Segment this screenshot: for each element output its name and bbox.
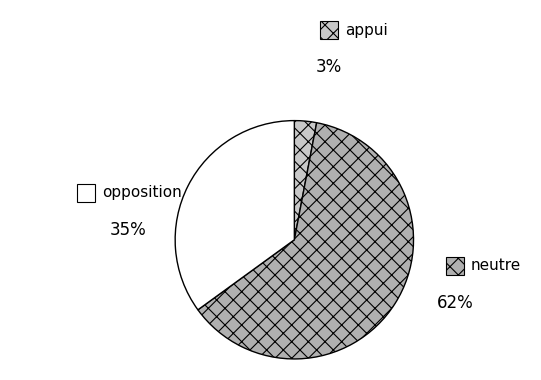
Text: 35%: 35%	[110, 221, 147, 239]
Text: appui: appui	[345, 23, 387, 38]
Text: 3%: 3%	[315, 58, 342, 76]
Wedge shape	[294, 120, 316, 240]
Text: neutre: neutre	[471, 258, 522, 273]
FancyBboxPatch shape	[77, 184, 95, 202]
Text: opposition: opposition	[102, 185, 182, 200]
FancyBboxPatch shape	[446, 256, 464, 275]
Text: 62%: 62%	[437, 294, 473, 312]
Wedge shape	[175, 120, 294, 310]
Wedge shape	[198, 123, 413, 359]
FancyBboxPatch shape	[320, 21, 338, 39]
